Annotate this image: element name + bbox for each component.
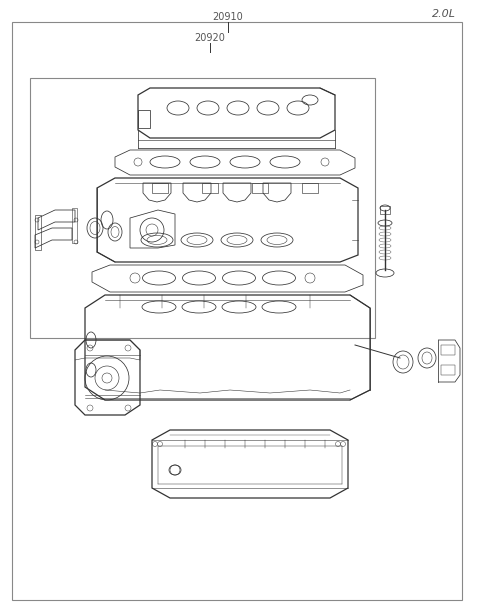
Bar xyxy=(72,208,77,243)
Bar xyxy=(202,183,218,193)
Bar xyxy=(138,110,150,128)
Bar xyxy=(30,78,375,338)
Bar xyxy=(35,215,41,250)
Text: 20910: 20910 xyxy=(213,12,243,22)
Bar xyxy=(441,345,455,355)
Bar xyxy=(380,206,390,214)
Text: 20920: 20920 xyxy=(194,33,226,43)
Bar xyxy=(441,365,455,375)
Bar xyxy=(152,183,168,193)
Bar xyxy=(302,183,318,193)
Bar xyxy=(252,183,268,193)
Text: 2.0L: 2.0L xyxy=(432,9,456,19)
